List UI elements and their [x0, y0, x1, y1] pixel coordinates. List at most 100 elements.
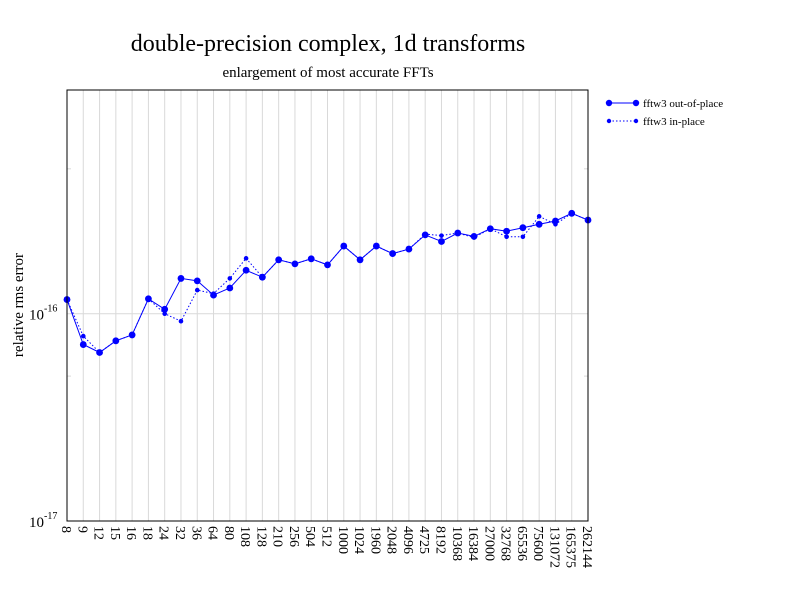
x-tick-label: 131072: [546, 526, 561, 568]
chart-title: double-precision complex, 1d transforms: [131, 31, 526, 57]
data-point-in-place: [276, 257, 281, 263]
legend-marker-out-of-place-end: [632, 99, 640, 107]
chart-subtitle: enlargement of most accurate FFTs: [222, 65, 433, 81]
data-point-out-of-place: [226, 284, 234, 292]
x-tick-label: 4725: [416, 526, 431, 554]
plot-frame: [66, 89, 589, 522]
data-point-in-place: [308, 256, 314, 262]
x-tick-label: 504: [302, 526, 317, 547]
data-point-in-place: [129, 332, 135, 338]
x-tick-label: 128: [253, 526, 268, 547]
y-tick-exponent: -17: [44, 511, 57, 522]
data-point-in-place: [504, 234, 509, 240]
legend-label-in-place: fftw3 in-place: [643, 116, 705, 128]
x-tick-label: 8192: [433, 526, 448, 554]
x-tick-label: 1960: [367, 526, 382, 554]
data-point-in-place: [341, 243, 347, 249]
data-point-in-place: [488, 226, 493, 232]
x-tick-label: 75600: [530, 526, 545, 561]
x-tick-label: 108: [237, 526, 252, 547]
data-point-in-place: [260, 274, 265, 280]
data-point-in-place: [113, 338, 119, 344]
x-tick-label: 18: [139, 526, 154, 540]
data-point-out-of-place: [519, 224, 527, 232]
series-line-in-place: [66, 212, 589, 354]
data-point-in-place: [325, 262, 330, 268]
x-tick-label: 10368: [449, 526, 464, 561]
data-point-out-of-place: [552, 217, 559, 225]
x-tick-label: 262144: [579, 526, 594, 568]
data-point-in-place: [227, 276, 233, 281]
y-tick-exponent: -16: [44, 304, 57, 315]
x-tick-label: 210: [270, 526, 285, 547]
data-point-in-place: [178, 318, 184, 324]
data-point-in-place: [536, 214, 542, 219]
x-tick-label: 165375: [563, 526, 578, 568]
x-tick-label: 256: [286, 526, 301, 547]
data-point-in-place: [357, 257, 363, 263]
data-point-in-place: [553, 221, 558, 227]
data-point-in-place: [97, 350, 102, 355]
x-tick-label: 16: [123, 526, 138, 540]
x-tick-label: 80: [221, 526, 236, 540]
data-point-in-place: [406, 246, 412, 252]
data-point-out-of-place: [503, 227, 510, 235]
y-axis-label: relative rms error: [11, 253, 27, 357]
legend-label-out-of-place: fftw3 out-of-place: [643, 98, 723, 110]
x-tick-label: 1024: [351, 526, 366, 554]
y-tick-label: 10-17: [29, 511, 57, 531]
x-tick-label: 65536: [514, 526, 529, 561]
y-tick-base: 10: [29, 308, 44, 324]
data-point-out-of-place: [242, 266, 250, 274]
x-tick-label: 12: [91, 526, 106, 540]
data-point-in-place: [520, 234, 526, 240]
data-point-out-of-place: [193, 277, 201, 285]
x-tick-label: 9: [74, 526, 89, 533]
legend-entry-in-place: fftw3 in-place: [606, 116, 705, 128]
x-tick-label: 64: [205, 526, 220, 540]
data-point-out-of-place: [438, 238, 445, 245]
data-point-in-place: [243, 256, 249, 261]
data-point-in-place: [162, 311, 167, 317]
y-tick-label: 10-16: [29, 304, 57, 324]
data-point-in-place: [455, 230, 461, 236]
data-point-in-place: [422, 231, 428, 237]
data-point-out-of-place: [177, 275, 185, 282]
x-tick-label: 15: [107, 526, 122, 540]
x-tick-label: 512: [319, 526, 334, 547]
data-point-in-place: [471, 235, 477, 240]
x-tick-label: 1000: [335, 526, 350, 554]
x-tick-label: 32768: [498, 526, 513, 561]
legend-marker-in-place-end: [633, 118, 639, 124]
data-point-in-place: [194, 287, 200, 293]
data-point-out-of-place: [161, 305, 169, 313]
data-point-in-place: [146, 296, 151, 302]
grid: [67, 90, 588, 521]
x-tick-label: 4096: [400, 526, 415, 554]
data-point-out-of-place: [79, 341, 87, 348]
x-tick-label: 36: [188, 526, 203, 540]
x-tick-label: 16384: [465, 526, 480, 561]
x-tick-label: 27000: [481, 526, 496, 561]
data-point-in-place: [80, 333, 86, 339]
legend-marker-in-place-start: [606, 118, 612, 124]
x-tick-label: 24: [156, 526, 171, 540]
legend-entry-out-of-place: fftw3 out-of-place: [605, 98, 723, 110]
y-tick-base: 10: [29, 515, 44, 531]
x-tick-label: 8: [58, 526, 73, 533]
x-tick-label: 32: [172, 526, 187, 540]
x-tick-labels: 8 9 12 15 16 18 24 32 36 64 80 108 128 210 256 504 512 10…: [58, 526, 594, 568]
data-point-in-place: [211, 291, 216, 296]
series-group: [63, 209, 592, 356]
data-point-in-place: [374, 243, 379, 249]
data-point-in-place: [439, 233, 444, 238]
legend-marker-out-of-place-start: [605, 99, 613, 107]
x-tick-label: 2048: [384, 526, 399, 554]
legend: fftw3 out-of-place fftw3 in-place: [605, 98, 723, 128]
data-point-in-place: [292, 261, 298, 267]
data-point-in-place: [569, 211, 575, 216]
data-point-out-of-place: [535, 220, 543, 228]
data-point-in-place: [390, 251, 395, 256]
